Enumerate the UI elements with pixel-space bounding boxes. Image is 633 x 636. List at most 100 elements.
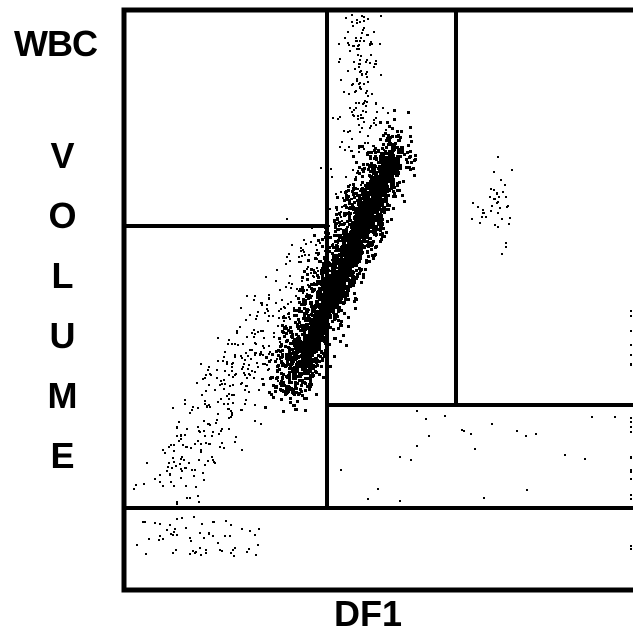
dot	[359, 87, 361, 89]
dot	[630, 478, 632, 480]
dot	[408, 156, 411, 159]
dot	[308, 309, 310, 311]
dot	[306, 308, 309, 311]
dot	[230, 552, 232, 554]
dot	[337, 239, 340, 242]
dot	[334, 256, 337, 259]
dot	[143, 483, 145, 485]
dot	[373, 168, 376, 171]
dot	[388, 125, 391, 128]
dot	[361, 188, 363, 190]
dot	[378, 165, 381, 168]
dot	[232, 402, 234, 404]
dot	[290, 356, 293, 359]
dot	[374, 151, 377, 154]
dot	[266, 308, 268, 310]
dot	[311, 310, 314, 313]
dot	[322, 295, 326, 299]
dot	[287, 329, 290, 332]
dot	[308, 329, 310, 331]
dot	[375, 117, 377, 119]
dot	[254, 354, 256, 356]
dot	[221, 383, 223, 385]
dot	[357, 188, 359, 190]
dot	[396, 135, 399, 138]
dot	[511, 169, 513, 171]
dot	[384, 206, 386, 208]
dot	[346, 212, 349, 215]
dot	[345, 194, 348, 197]
dot	[304, 389, 307, 392]
dot	[367, 255, 370, 258]
dot	[302, 324, 305, 327]
dot	[337, 254, 340, 257]
dot	[232, 384, 234, 386]
dot	[254, 342, 256, 344]
dot	[285, 327, 288, 330]
dot	[342, 197, 344, 199]
dot	[321, 276, 324, 279]
dot	[283, 335, 286, 338]
dot	[379, 121, 382, 124]
dot	[313, 325, 317, 329]
dot	[389, 136, 392, 139]
dot	[366, 76, 368, 78]
dot	[347, 31, 349, 33]
dot	[347, 255, 351, 259]
dot	[386, 121, 389, 124]
dot	[295, 349, 298, 352]
dot	[316, 267, 318, 269]
dot	[310, 343, 314, 347]
dot	[243, 372, 245, 374]
dot	[370, 125, 372, 127]
dot	[380, 198, 384, 202]
dot	[359, 172, 361, 174]
dot	[288, 367, 291, 370]
dot	[342, 291, 345, 294]
dot	[367, 208, 371, 212]
dot	[333, 234, 336, 237]
dot	[491, 205, 493, 207]
dot	[198, 501, 200, 503]
dot	[281, 353, 284, 356]
dot	[220, 398, 222, 400]
dot	[340, 79, 342, 81]
dot	[360, 37, 362, 39]
dot	[399, 164, 402, 167]
dot	[341, 292, 343, 294]
dot	[509, 217, 511, 219]
dot	[261, 302, 263, 304]
scatter-dots	[133, 14, 632, 557]
dot	[285, 286, 287, 288]
dot	[176, 427, 178, 429]
dot	[310, 383, 313, 386]
dot	[265, 276, 267, 278]
dot	[300, 289, 302, 291]
dot	[339, 58, 341, 60]
dot	[307, 372, 310, 375]
dot	[371, 181, 375, 185]
dot	[227, 403, 229, 405]
dot	[370, 221, 374, 225]
dot	[303, 307, 306, 310]
dot	[591, 416, 593, 418]
dot	[630, 315, 632, 317]
dot	[317, 290, 319, 292]
dot	[288, 375, 291, 378]
dot	[148, 538, 150, 540]
dot	[298, 307, 301, 310]
dot	[356, 48, 358, 50]
dot	[322, 352, 325, 355]
dot	[280, 380, 283, 383]
dot	[273, 332, 275, 334]
dot	[135, 484, 137, 486]
dot	[382, 206, 385, 209]
dot	[308, 339, 310, 341]
dot	[230, 416, 232, 418]
dot	[322, 376, 325, 379]
dot	[630, 545, 632, 547]
dot	[236, 330, 238, 332]
dot	[403, 200, 406, 203]
dot	[356, 215, 360, 219]
